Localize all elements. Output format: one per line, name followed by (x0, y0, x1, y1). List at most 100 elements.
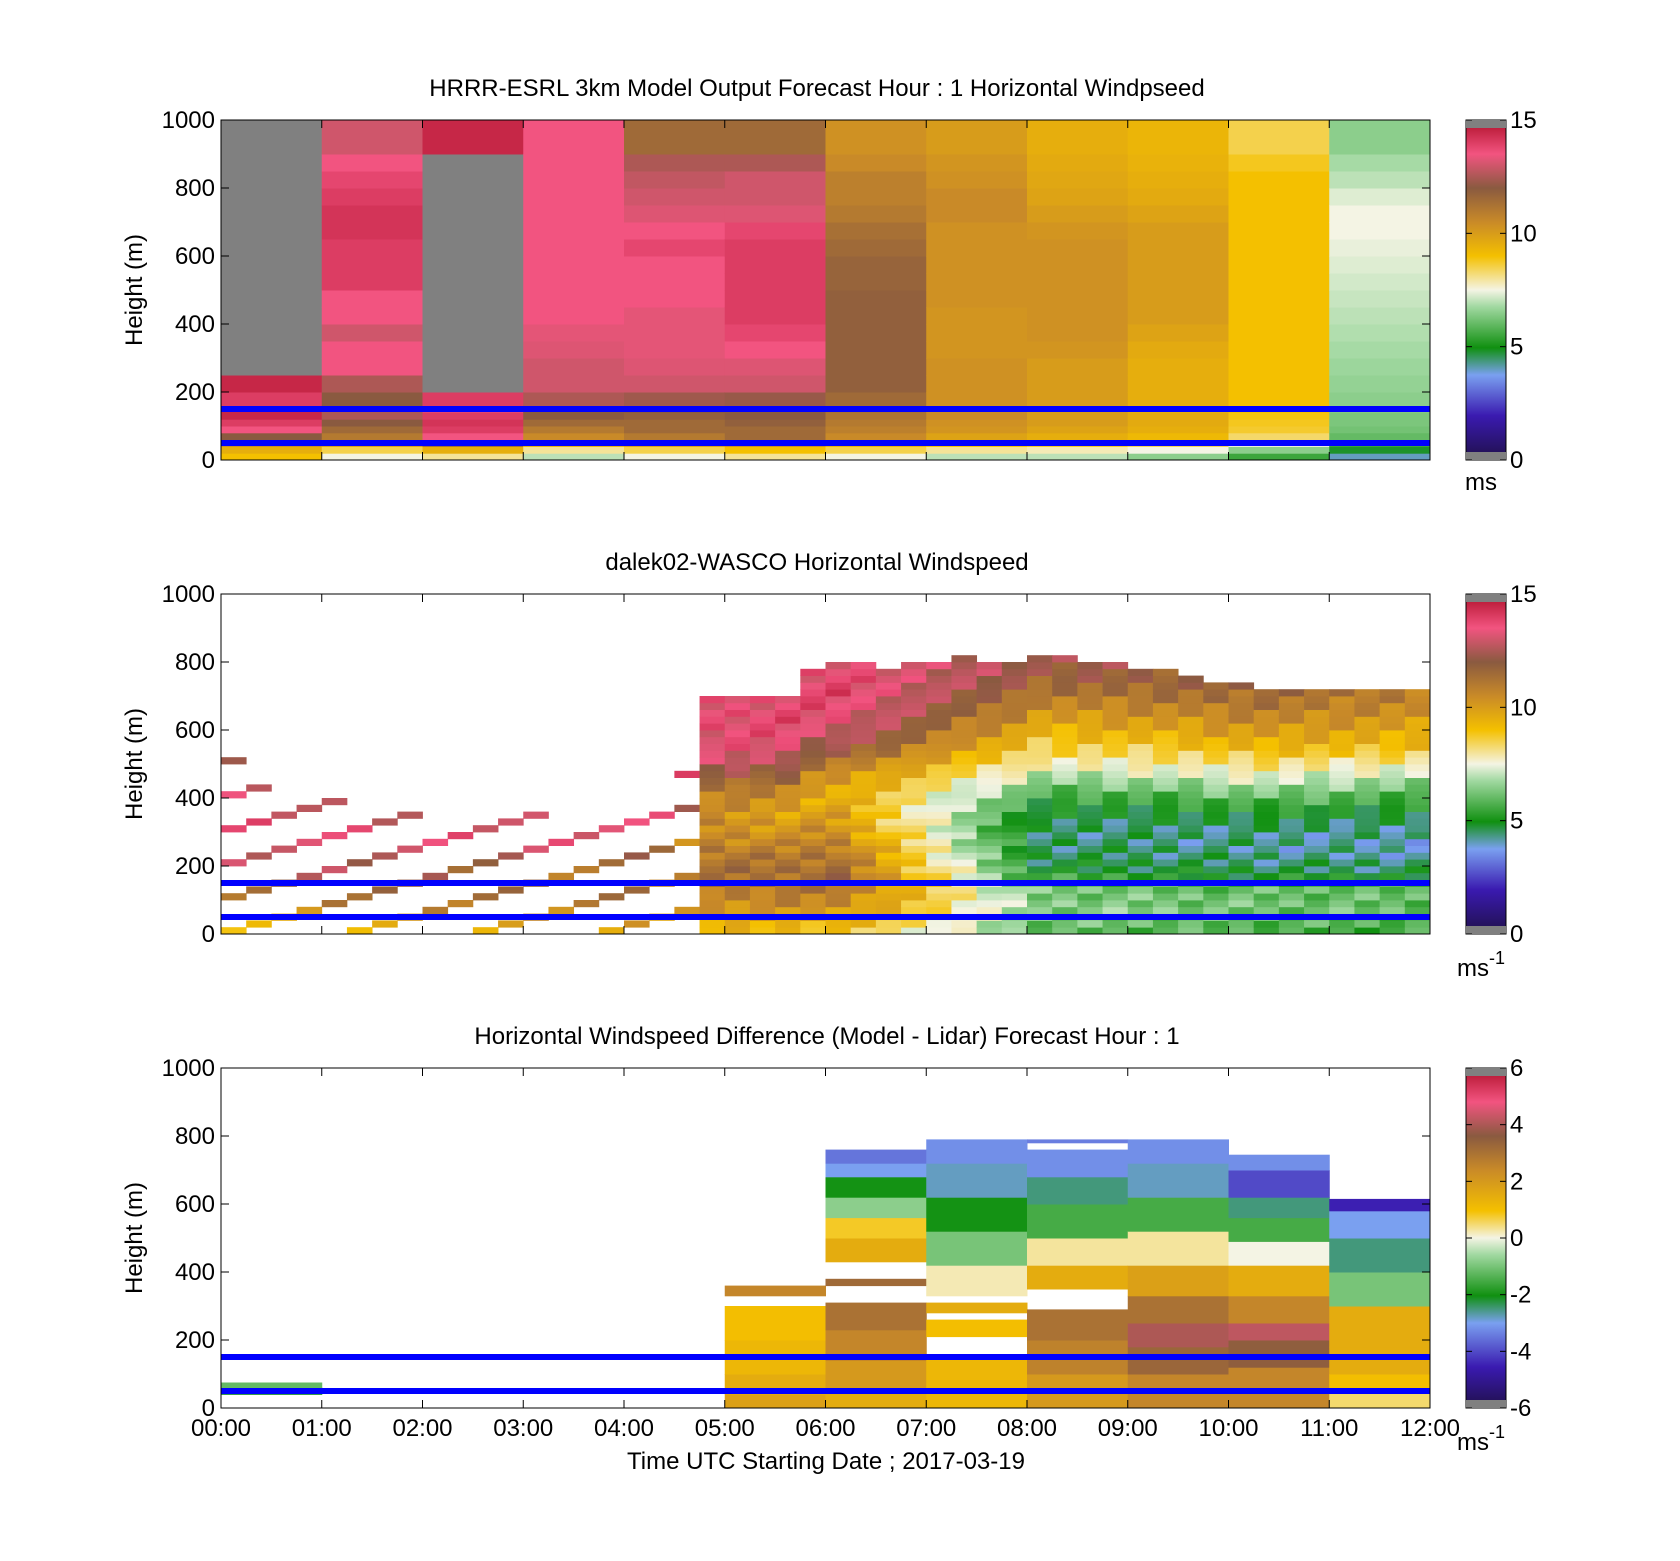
lidar-cell (1001, 811, 1028, 819)
lidar-cell (825, 798, 852, 806)
lidar-cell (951, 838, 978, 846)
lidar-cell (976, 743, 1003, 751)
lidar-cell (1304, 906, 1330, 914)
model-cell (422, 307, 524, 325)
lidar-cell (1253, 818, 1280, 826)
lidar-cell (1152, 736, 1179, 744)
lidar-cell (1152, 730, 1179, 738)
lidar-cell (1304, 900, 1330, 908)
lidar-cell (1102, 872, 1129, 880)
lidar-cell (1178, 927, 1204, 935)
lidar-cell (1001, 866, 1028, 874)
model-cell (1329, 120, 1431, 155)
lidar-cell (1404, 784, 1431, 792)
lidar-cell (724, 886, 751, 894)
lidar-cell (976, 716, 1003, 724)
lidar-cell (1304, 777, 1330, 785)
model-cell (523, 392, 625, 407)
lidar-cell (1228, 811, 1255, 819)
model-cell (624, 273, 726, 291)
lidar-cell (674, 872, 700, 880)
lidar-cell (1127, 920, 1154, 928)
lidar-cell (951, 757, 978, 765)
lidar-cell (1278, 743, 1305, 751)
lidar-cell (1178, 784, 1204, 792)
lidar-cell (749, 811, 776, 819)
lidar-cell (951, 696, 978, 704)
lidar-cell (523, 811, 549, 819)
lidar-cell (800, 696, 826, 704)
model-cell (1228, 290, 1330, 308)
model-cell (825, 222, 927, 240)
lidar-cell (1001, 804, 1028, 812)
lidar-cell (1052, 777, 1078, 785)
lidar-cell (951, 872, 978, 880)
lidar-cell (951, 702, 978, 710)
lidar-cell (1404, 764, 1431, 772)
lidar-cell (221, 757, 247, 765)
panel3-colorbar-unit: ms-1 (1457, 1422, 1505, 1456)
lidar-cell (1203, 852, 1229, 860)
colorbar-tick-label: 5 (1510, 334, 1523, 361)
lidar-cell (1027, 784, 1053, 792)
model-cell (1027, 273, 1129, 291)
lidar-cell (825, 770, 852, 778)
lidar-cell (1178, 675, 1204, 683)
lidar-cell (724, 777, 751, 785)
lidar-cell (1001, 906, 1028, 914)
lidar-cell (800, 777, 826, 785)
lidar-cell (598, 893, 625, 901)
lidar-cell (1278, 689, 1305, 697)
lidar-cell (749, 723, 776, 731)
lidar-cell (926, 723, 952, 731)
panel2-ylabel: Height (m) (121, 708, 148, 820)
lidar-cell (875, 730, 902, 738)
lidar-cell (1077, 798, 1103, 806)
lidar-cell (850, 757, 877, 765)
lidar-cell (422, 872, 449, 880)
lidar-cell (1278, 886, 1305, 894)
model-cell (321, 239, 423, 257)
lidar-cell (1027, 832, 1053, 840)
lidar-cell (1203, 770, 1229, 778)
lidar-cell (875, 811, 902, 819)
difference-cell (1228, 1367, 1330, 1409)
lidar-cell (1203, 886, 1229, 894)
lidar-cell (1178, 743, 1204, 751)
model-cell (825, 426, 927, 434)
lidar-cell (1052, 730, 1078, 738)
lidar-cell (321, 866, 348, 874)
lidar-cell (951, 906, 978, 914)
model-cell (1329, 205, 1431, 223)
lidar-cell (1304, 784, 1330, 792)
lidar-cell (1077, 825, 1103, 833)
model-cell (422, 324, 524, 342)
model-cell (926, 205, 1028, 223)
lidar-cell (724, 702, 751, 710)
lidar-cell (1354, 716, 1381, 724)
lidar-cell (1052, 872, 1078, 880)
lidar-cell (1203, 872, 1229, 880)
lidar-cell (1052, 900, 1078, 908)
lidar-cell (1152, 675, 1179, 683)
model-cell (1027, 222, 1129, 240)
lidar-cell (926, 777, 952, 785)
lidar-cell (1228, 920, 1255, 928)
lidar-cell (699, 696, 726, 704)
model-cell (1228, 446, 1330, 454)
lidar-cell (1127, 906, 1154, 914)
lidar-cell (321, 832, 348, 840)
panel2-colorbar-bottom-cap (1466, 926, 1506, 934)
model-cell (624, 205, 726, 223)
model-cell (724, 239, 826, 257)
lidar-cell (1404, 702, 1431, 710)
lidar-cell (1178, 900, 1204, 908)
lidar-cell (1052, 906, 1078, 914)
lidar-cell (1077, 900, 1103, 908)
model-cell (1228, 375, 1330, 393)
lidar-cell (1253, 764, 1280, 772)
lidar-cell (1152, 838, 1179, 846)
difference-cell (926, 1265, 1028, 1297)
lidar-cell (1203, 730, 1229, 738)
